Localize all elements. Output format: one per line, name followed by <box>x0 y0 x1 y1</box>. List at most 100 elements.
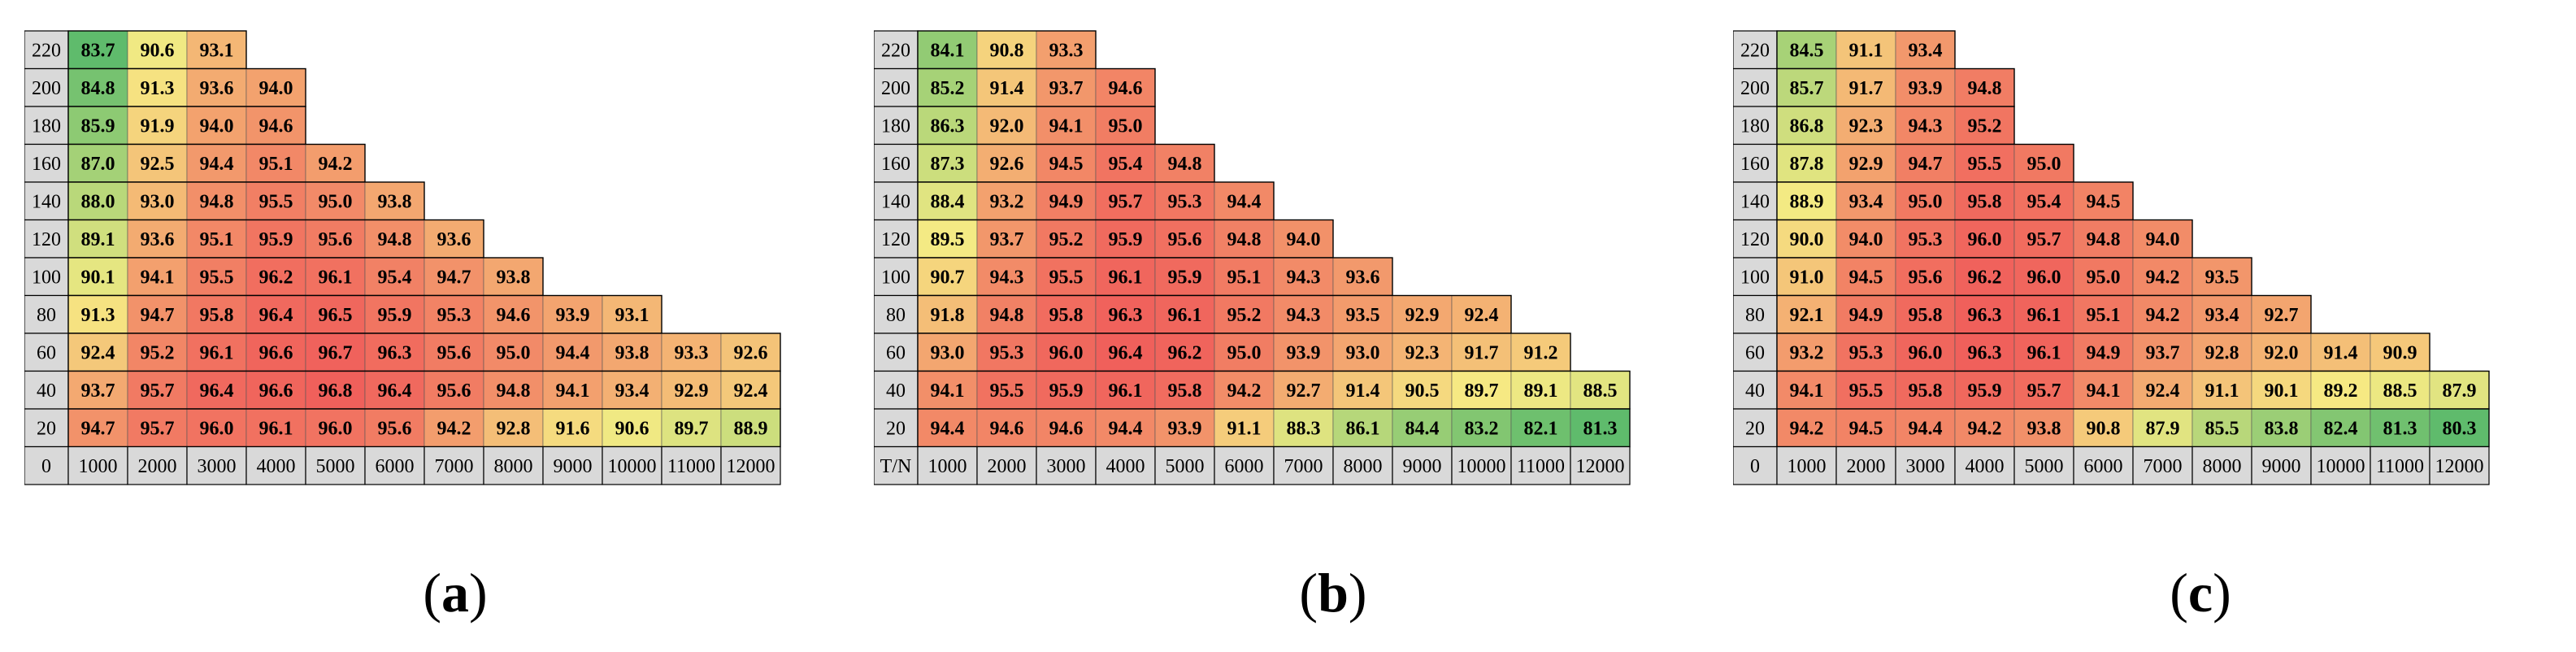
heatmap-cell <box>917 333 978 372</box>
x-tick-label: 7000 <box>435 456 474 477</box>
data-label: 96.4 <box>378 380 412 402</box>
data-label: 90.0 <box>1790 229 1824 250</box>
data-label: 87.3 <box>931 154 965 175</box>
heatmap-panel-c: 220 84.5 91.1 93.4 200 85.7 91.7 93.9 94.8 180 86.… <box>1733 0 2576 652</box>
heatmap-cell <box>483 371 544 410</box>
heatmap-cell <box>720 371 781 410</box>
y-tick-label: 40 <box>1745 380 1765 402</box>
heatmap-cell <box>1095 106 1156 145</box>
data-label: 87.8 <box>1790 154 1824 175</box>
data-label: 95.6 <box>1909 267 1943 288</box>
data-label: 94.5 <box>2087 191 2121 212</box>
data-label: 96.1 <box>259 418 293 439</box>
data-label: 95.9 <box>1049 380 1084 402</box>
data-label: 93.6 <box>200 78 234 99</box>
y-tick-cell <box>1733 219 1778 259</box>
heatmap-cell <box>1154 144 1215 183</box>
heatmap-cell <box>2132 333 2193 372</box>
y-tick-label: 200 <box>1740 78 1770 99</box>
heatmap-b: 220 84.1 90.8 93.3 200 85.2 91.4 93.7 94.6 180 86.… <box>874 30 1631 485</box>
x-tick-label: 1000 <box>79 456 118 477</box>
data-label: 94.4 <box>556 342 590 363</box>
data-label: 95.7 <box>141 380 175 402</box>
heatmap-cell <box>2013 371 2074 410</box>
y-tick-label: 180 <box>32 115 61 137</box>
data-label: 92.6 <box>990 154 1024 175</box>
x-tick-label: 1000 <box>1788 456 1827 477</box>
x-tick-label: 4000 <box>257 456 296 477</box>
heatmap-cell <box>917 106 978 145</box>
heatmap-cell <box>917 30 978 69</box>
y-tick-cell <box>874 219 919 259</box>
data-label: 96.0 <box>319 418 353 439</box>
data-label: 94.0 <box>1849 229 1883 250</box>
data-label: 93.1 <box>200 40 234 61</box>
y-tick-cell <box>24 294 69 334</box>
heatmap-cell <box>186 144 247 183</box>
x-tick-cell <box>483 446 544 485</box>
y-tick-label: 100 <box>881 267 910 288</box>
data-label: 85.9 <box>81 115 115 137</box>
heatmap-cell <box>305 333 366 372</box>
data-label: 96.6 <box>259 342 293 363</box>
x-tick-cell <box>2013 446 2074 485</box>
heatmap-cell <box>542 295 603 334</box>
data-label: 80.3 <box>2443 418 2477 439</box>
data-label: 95.7 <box>2027 380 2061 402</box>
heatmap-cell <box>1954 144 2015 183</box>
data-label: 95.6 <box>378 418 412 439</box>
x-tick-label: 6000 <box>1225 456 1264 477</box>
heatmap-cell <box>1332 257 1393 296</box>
data-label: 96.1 <box>1109 380 1143 402</box>
x-tick-label: 2000 <box>1847 456 1886 477</box>
heatmap-cell <box>67 257 128 296</box>
data-label: 81.3 <box>1583 418 1618 439</box>
y-tick-label: 140 <box>881 191 910 212</box>
y-tick-label: 100 <box>32 267 61 288</box>
x-tick-label: 7000 <box>1284 456 1323 477</box>
heatmap-cell <box>1214 220 1275 259</box>
heatmap-cell <box>127 257 188 296</box>
heatmap-cell <box>67 371 128 410</box>
y-tick-label: 160 <box>32 154 61 175</box>
x-tick-cell <box>245 446 306 485</box>
corner-label: 0 <box>1750 456 1760 477</box>
heatmap-cell <box>1273 408 1334 447</box>
data-label: 94.2 <box>2146 305 2180 326</box>
data-label: 90.5 <box>1405 380 1440 402</box>
data-label: 95.2 <box>1227 305 1262 326</box>
data-label: 96.1 <box>319 267 353 288</box>
data-label: 95.0 <box>1909 191 1943 212</box>
data-label: 89.1 <box>1524 380 1558 402</box>
heatmap-cell <box>1776 106 1837 145</box>
data-label: 93.0 <box>1346 342 1380 363</box>
heatmap-cell <box>976 295 1037 334</box>
data-label: 94.4 <box>1227 191 1262 212</box>
data-label: 93.8 <box>378 191 412 212</box>
data-label: 89.7 <box>675 418 709 439</box>
data-label: 93.3 <box>1049 40 1084 61</box>
y-tick-label: 120 <box>1740 229 1770 250</box>
data-label: 92.4 <box>81 342 115 363</box>
y-tick-cell <box>1733 30 1778 70</box>
heatmap-cell <box>602 295 662 334</box>
heatmap-cell <box>67 144 128 183</box>
heatmap-cell <box>305 181 366 220</box>
data-label: 96.1 <box>2027 342 2061 363</box>
y-tick-label: 220 <box>1740 40 1770 61</box>
x-tick-label: 9000 <box>1403 456 1442 477</box>
data-label: 87.0 <box>81 154 115 175</box>
data-label: 88.9 <box>734 418 768 439</box>
heatmap-cell <box>67 408 128 447</box>
heatmap-cell <box>1154 333 1215 372</box>
data-label: 94.1 <box>1790 380 1824 402</box>
data-label: 94.4 <box>1109 418 1143 439</box>
data-label: 89.2 <box>2324 380 2358 402</box>
x-tick-label: 10000 <box>2317 456 2365 477</box>
heatmap-cell <box>1776 408 1837 447</box>
data-label: 85.2 <box>931 78 965 99</box>
data-label: 96.1 <box>200 342 234 363</box>
x-tick-cell <box>917 446 978 485</box>
y-tick-label: 80 <box>886 305 906 326</box>
data-label: 91.7 <box>1465 342 1499 363</box>
